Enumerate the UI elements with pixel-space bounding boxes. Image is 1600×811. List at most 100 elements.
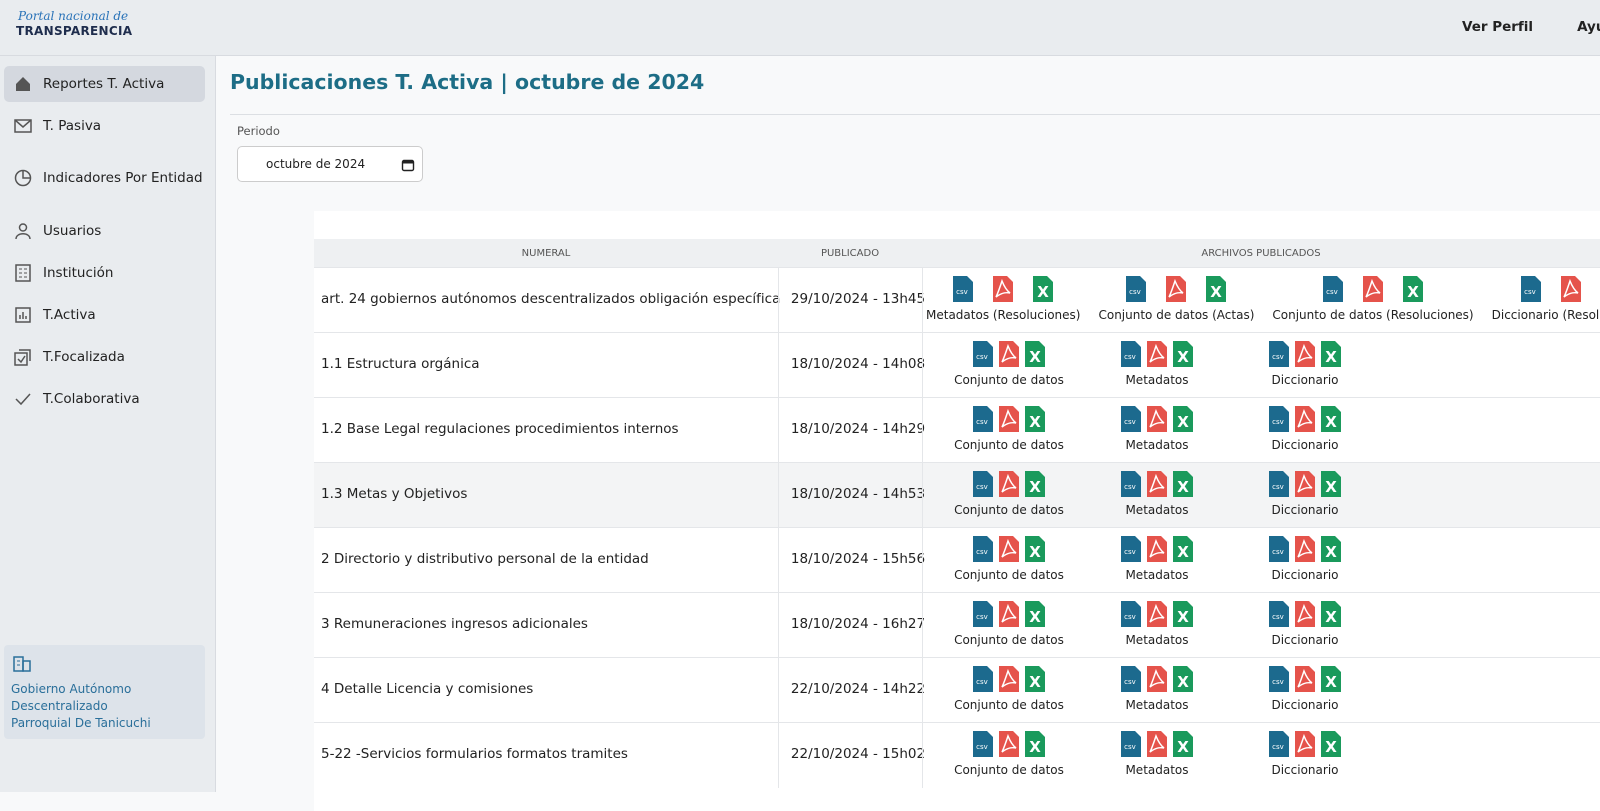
csv-icon[interactable]: csv: [1120, 665, 1142, 693]
pdf-icon[interactable]: [1146, 730, 1168, 758]
sidebar-item[interactable]: T.Focalizada: [4, 339, 205, 375]
xls-icon[interactable]: X: [1320, 470, 1342, 498]
pdf-icon[interactable]: [992, 275, 1014, 303]
pdf-icon[interactable]: [1146, 600, 1168, 628]
csv-icon[interactable]: csv: [1322, 275, 1344, 303]
csv-icon[interactable]: csv: [952, 275, 974, 303]
xls-icon[interactable]: X: [1172, 600, 1194, 628]
pdf-icon[interactable]: [1560, 275, 1582, 303]
logo-script[interactable]: Portal nacional de: [18, 9, 128, 23]
logo-title[interactable]: TRANSPARENCIA: [16, 24, 132, 38]
xls-icon[interactable]: X: [1402, 275, 1424, 303]
sidebar-label[interactable]: Indicadores Por Entidad: [43, 168, 203, 189]
csv-icon[interactable]: csv: [1125, 275, 1147, 303]
xls-icon[interactable]: X: [1172, 405, 1194, 433]
pdf-icon[interactable]: [1294, 535, 1316, 563]
csv-icon[interactable]: csv: [1268, 665, 1290, 693]
xls-icon[interactable]: X: [1205, 275, 1227, 303]
pdf-icon[interactable]: [1146, 535, 1168, 563]
xls-icon[interactable]: X: [1172, 340, 1194, 368]
csv-icon[interactable]: csv: [1120, 730, 1142, 758]
xls-icon[interactable]: X: [1024, 600, 1046, 628]
sidebar-label[interactable]: T.Activa: [43, 305, 96, 326]
pdf-icon[interactable]: [1294, 405, 1316, 433]
sidebar-item[interactable]: T.Activa: [4, 297, 205, 333]
sidebar-item[interactable]: Indicadores Por Entidad: [4, 152, 205, 204]
xls-icon[interactable]: X: [1032, 275, 1054, 303]
sidebar-label[interactable]: T.Colaborativa: [43, 389, 140, 410]
xls-icon[interactable]: X: [1320, 340, 1342, 368]
csv-icon[interactable]: csv: [972, 405, 994, 433]
xls-icon[interactable]: X: [1320, 600, 1342, 628]
pdf-icon[interactable]: [1294, 600, 1316, 628]
pdf-icon[interactable]: [998, 470, 1020, 498]
xls-icon[interactable]: X: [1024, 665, 1046, 693]
sidebar-label[interactable]: T. Pasiva: [43, 116, 101, 137]
xls-icon[interactable]: X: [1172, 730, 1194, 758]
pdf-icon[interactable]: [1294, 340, 1316, 368]
csv-icon[interactable]: csv: [1120, 470, 1142, 498]
icon-label: X: [1029, 543, 1041, 561]
csv-icon[interactable]: csv: [972, 535, 994, 563]
column-header: PUBLICADO: [778, 248, 922, 259]
pdf-icon[interactable]: [998, 340, 1020, 368]
pdf-icon[interactable]: [1362, 275, 1384, 303]
pdf-icon[interactable]: [998, 665, 1020, 693]
sidebar-item[interactable]: Reportes T. Activa: [4, 66, 205, 102]
xls-icon[interactable]: X: [1320, 665, 1342, 693]
csv-icon[interactable]: csv: [1520, 275, 1542, 303]
pdf-icon[interactable]: [1146, 340, 1168, 368]
pdf-icon[interactable]: [1294, 665, 1316, 693]
csv-icon[interactable]: csv: [1268, 535, 1290, 563]
csv-icon[interactable]: csv: [972, 665, 994, 693]
csv-icon[interactable]: csv: [1268, 405, 1290, 433]
csv-icon[interactable]: csv: [1268, 730, 1290, 758]
csv-icon[interactable]: csv: [1120, 535, 1142, 563]
icon-shape: [1295, 341, 1315, 367]
csv-icon[interactable]: csv: [972, 470, 994, 498]
sidebar-item[interactable]: Institución: [4, 255, 205, 291]
pdf-icon[interactable]: [1294, 470, 1316, 498]
xls-icon[interactable]: X: [1320, 535, 1342, 563]
csv-icon[interactable]: csv: [1268, 340, 1290, 368]
sidebar-item[interactable]: Usuarios: [4, 213, 205, 249]
pdf-icon[interactable]: [998, 600, 1020, 628]
csv-icon[interactable]: csv: [1120, 405, 1142, 433]
xls-icon[interactable]: X: [1320, 405, 1342, 433]
nav-link[interactable]: Ver Perfil: [1462, 19, 1533, 35]
pdf-icon[interactable]: [998, 405, 1020, 433]
csv-icon[interactable]: csv: [1120, 340, 1142, 368]
calendar-icon[interactable]: [401, 158, 415, 172]
xls-icon[interactable]: X: [1320, 730, 1342, 758]
xls-icon[interactable]: X: [1024, 340, 1046, 368]
xls-icon[interactable]: X: [1024, 535, 1046, 563]
csv-icon[interactable]: csv: [1120, 600, 1142, 628]
pdf-icon[interactable]: [1146, 665, 1168, 693]
sidebar-label[interactable]: Usuarios: [43, 221, 101, 242]
pdf-icon[interactable]: [1294, 730, 1316, 758]
period-input[interactable]: octubre de 2024: [237, 146, 423, 182]
xls-icon[interactable]: X: [1024, 730, 1046, 758]
pdf-icon[interactable]: [1146, 405, 1168, 433]
xls-icon[interactable]: X: [1172, 470, 1194, 498]
sidebar-item[interactable]: T.Colaborativa: [4, 381, 205, 417]
pdf-icon[interactable]: [1165, 275, 1187, 303]
files-cell: csvXConjunto de datoscsvXMetadatoscsvXDi…: [938, 339, 1382, 387]
xls-icon[interactable]: X: [1024, 405, 1046, 433]
pdf-icon[interactable]: [998, 535, 1020, 563]
pdf-icon[interactable]: [1146, 470, 1168, 498]
sidebar-label[interactable]: T.Focalizada: [43, 347, 125, 368]
pdf-icon[interactable]: [998, 730, 1020, 758]
csv-icon[interactable]: csv: [972, 730, 994, 758]
sidebar-label[interactable]: Institución: [43, 263, 113, 284]
xls-icon[interactable]: X: [1172, 665, 1194, 693]
csv-icon[interactable]: csv: [972, 340, 994, 368]
csv-icon[interactable]: csv: [1268, 600, 1290, 628]
csv-icon[interactable]: csv: [1268, 470, 1290, 498]
nav-link[interactable]: Ayuda: [1577, 19, 1600, 35]
sidebar-item[interactable]: T. Pasiva: [4, 108, 205, 144]
csv-icon[interactable]: csv: [972, 600, 994, 628]
sidebar-label[interactable]: Reportes T. Activa: [43, 74, 164, 95]
xls-icon[interactable]: X: [1024, 470, 1046, 498]
xls-icon[interactable]: X: [1172, 535, 1194, 563]
